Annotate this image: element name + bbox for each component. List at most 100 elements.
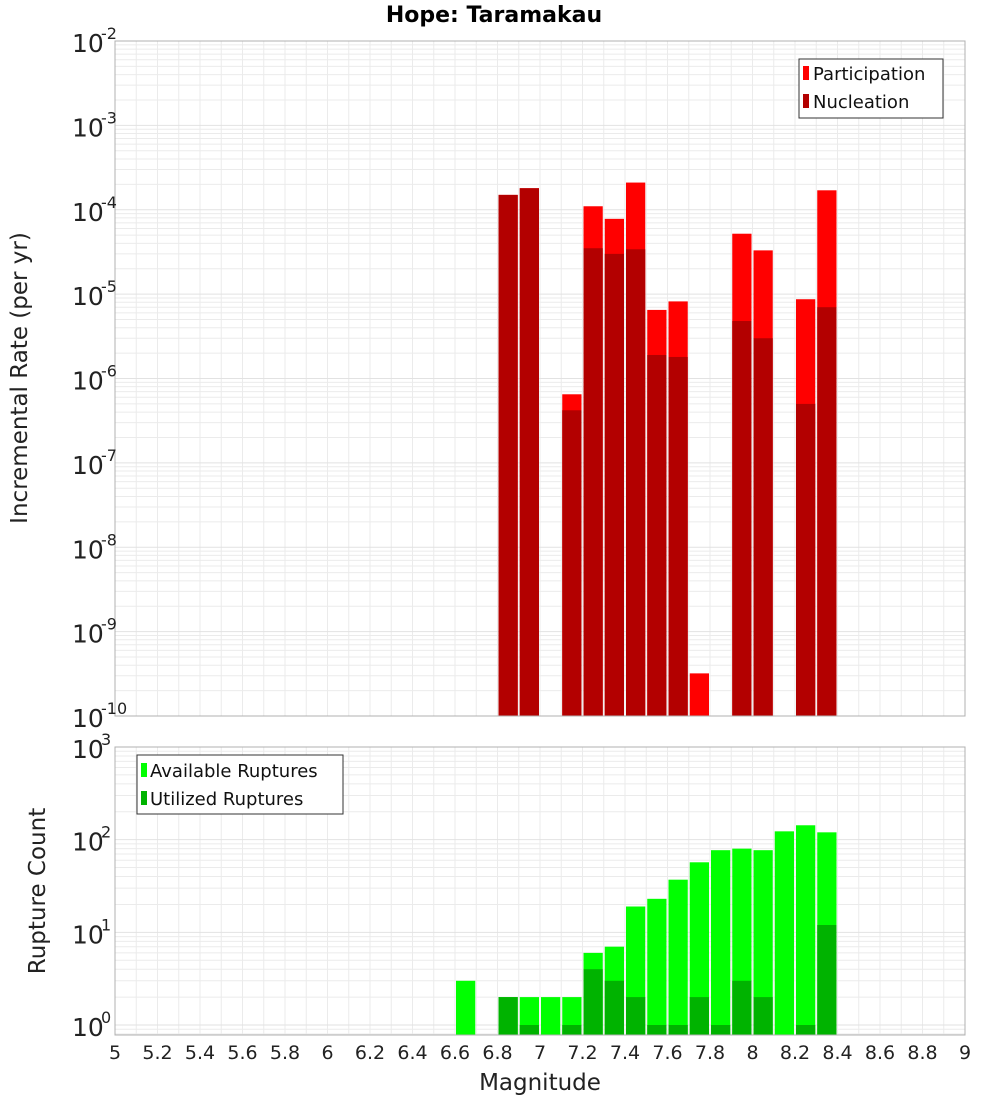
x-tick-label: 7.2 [567,1042,597,1064]
count-y-tick-exponent: 0 [101,1008,111,1027]
rate-legend-box [798,58,944,119]
x-axis-label: Magnitude [479,1070,601,1096]
available-bar [456,980,476,1035]
utilized-bar [647,1025,667,1035]
utilized-bar [583,969,603,1035]
nucleation-bar [498,194,518,716]
utilized-bar [711,1025,731,1035]
x-tick-label: 6.4 [397,1042,427,1064]
x-tick-labels: 5 5.2 5.4 5.6 5.8 6 6.2 6.4 6.6 6.8 7 7.2 7.4 7.6 7.8 8… [109,1042,971,1064]
available-legend-swatch [141,763,147,777]
rate-y-tick-exponent: -3 [101,108,117,127]
rate-y-tick-label: 10 [72,29,104,58]
x-tick-label: 8.2 [780,1042,810,1064]
nucleation-bar [583,248,603,717]
count-y-tick-exponent: 1 [101,915,111,934]
x-tick-label: 5.6 [227,1042,257,1064]
x-tick-label: 7 [534,1042,546,1064]
nucleation-bar [562,410,582,716]
nucleation-legend-swatch [803,94,809,108]
rate-y-tick-label: 10 [72,198,104,227]
utilized-legend-label: Utilized Ruptures [150,789,303,810]
x-tick-label: 8 [746,1042,758,1064]
rate-y-tick-label: 10 [72,451,104,480]
utilized-bar [519,1025,539,1035]
count-y-tick-label: 10 [72,1013,104,1042]
utilized-bar [796,1025,816,1035]
available-bar [711,850,731,1035]
nucleation-bar [668,356,688,716]
count-y-tick-label: 10 [72,828,104,857]
nucleation-bar [753,338,773,716]
nucleation-bar [626,249,646,716]
rate-y-tick-exponent: -7 [101,446,117,465]
rate-y-tick-exponent: -5 [101,277,117,296]
utilized-bar [732,980,752,1035]
x-tick-label: 8.4 [822,1042,852,1064]
x-tick-label: 5.2 [142,1042,172,1064]
count-legend: Available Ruptures Utilized Ruptures [136,754,344,815]
rate-y-tick-exponent: -6 [101,362,117,381]
utilized-bar [817,924,837,1035]
rate-legend: Participation Nucleation [798,58,944,119]
count-y-tick-label: 10 [72,735,104,764]
count-plot-frame [114,746,966,1036]
utilized-legend-swatch [141,791,147,805]
x-tick-label: 7.8 [695,1042,725,1064]
rate-y-tick-label: 10 [72,282,104,311]
nucleation-bar [732,321,752,716]
rate-y-tick-exponent: -8 [101,530,117,549]
utilized-bar [562,1025,582,1035]
nucleation-bar [647,354,667,716]
x-tick-label: 6.6 [440,1042,470,1064]
rate-y-tick-label: 10 [72,620,104,649]
nucleation-legend-label: Nucleation [813,92,909,113]
count-y-axis-label: Rupture Count [25,808,51,974]
participation-bar [689,673,709,716]
count-legend-box [136,754,344,815]
utilized-bar [498,997,518,1035]
x-tick-label: 6.2 [355,1042,385,1064]
x-tick-label: 8.6 [865,1042,895,1064]
x-tick-label: 7.4 [610,1042,640,1064]
utilized-bar [668,1025,688,1035]
available-bar [689,862,709,1035]
x-tick-label: 5 [109,1042,121,1064]
rate-y-tick-label: 10 [72,113,104,142]
available-bar [774,831,794,1035]
rate-y-tick-exponent: -9 [101,615,117,634]
available-bar [647,898,667,1035]
rate-y-tick-label: 10 [72,704,104,733]
utilized-bars [498,924,837,1035]
count-y-tick-label: 10 [72,920,104,949]
nucleation-bar [604,253,624,716]
available-bar [668,879,688,1035]
available-legend-label: Available Ruptures [150,761,318,782]
nucleation-bar [519,188,539,717]
x-tick-label: 6 [321,1042,333,1064]
rate-y-tick-label: 10 [72,535,104,564]
count-y-tick-exponent: 3 [101,730,111,749]
participation-legend-label: Participation [813,64,925,85]
x-tick-label: 6.8 [482,1042,512,1064]
nucleation-bars [498,188,837,717]
x-tick-label: 5.8 [270,1042,300,1064]
utilized-bar [753,997,773,1035]
rate-plot-frame [114,40,966,717]
rate-y-tick-exponent: -4 [101,193,117,212]
rate-y-tick-exponent: -10 [101,699,127,718]
available-bar [753,850,773,1035]
utilized-bar [626,997,646,1035]
rate-y-tick-label: 10 [72,367,104,396]
rate-y-tick-exponent: -2 [101,24,117,43]
utilized-bar [689,997,709,1035]
rate-y-axis-label: Incremental Rate (per yr) [7,232,33,524]
participation-legend-swatch [803,66,809,80]
x-tick-label: 9 [959,1042,971,1064]
count-y-tick-exponent: 2 [101,823,111,842]
nucleation-bar [796,403,816,716]
